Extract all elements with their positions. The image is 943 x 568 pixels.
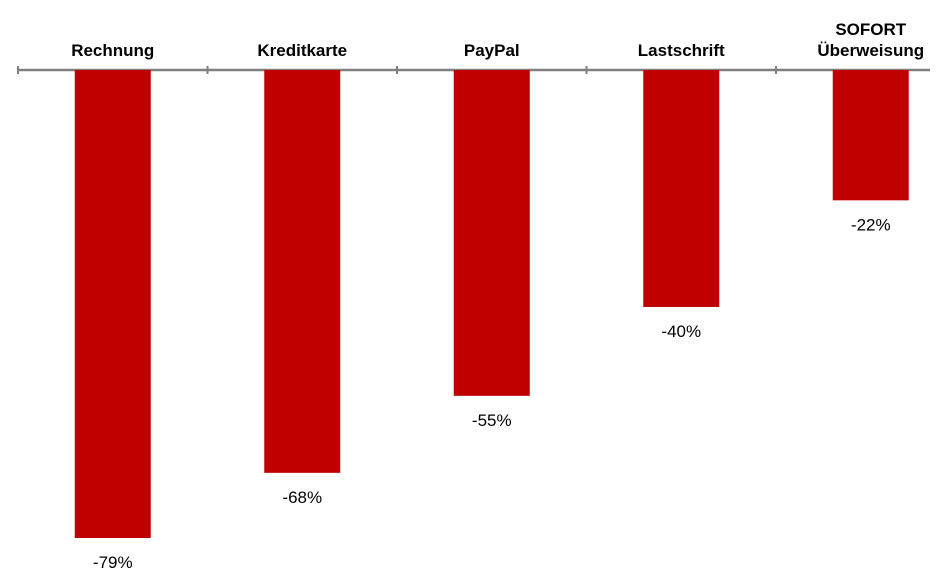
category-labels: Rechnung Kreditkarte PayPal Lastschrift SOFO… — [71, 20, 924, 60]
category-label: Kreditkarte — [257, 41, 347, 60]
value-label: -79% — [93, 553, 133, 568]
bar — [643, 70, 720, 307]
category-label: Lastschrift — [638, 41, 725, 60]
bar — [832, 70, 909, 201]
value-label: -22% — [851, 215, 891, 234]
value-label: -68% — [282, 488, 322, 507]
category-label: Rechnung — [71, 41, 154, 60]
value-label: -55% — [472, 411, 512, 430]
category-label: Überweisung — [817, 41, 924, 60]
bars — [74, 70, 909, 538]
bar — [264, 70, 341, 473]
value-labels: -79% -68% -55% -40% -22% — [93, 215, 891, 568]
value-label: -40% — [661, 322, 701, 341]
category-label: SOFORT — [835, 20, 906, 39]
category-label: PayPal — [464, 41, 520, 60]
bar — [453, 70, 530, 396]
bar — [74, 70, 151, 538]
